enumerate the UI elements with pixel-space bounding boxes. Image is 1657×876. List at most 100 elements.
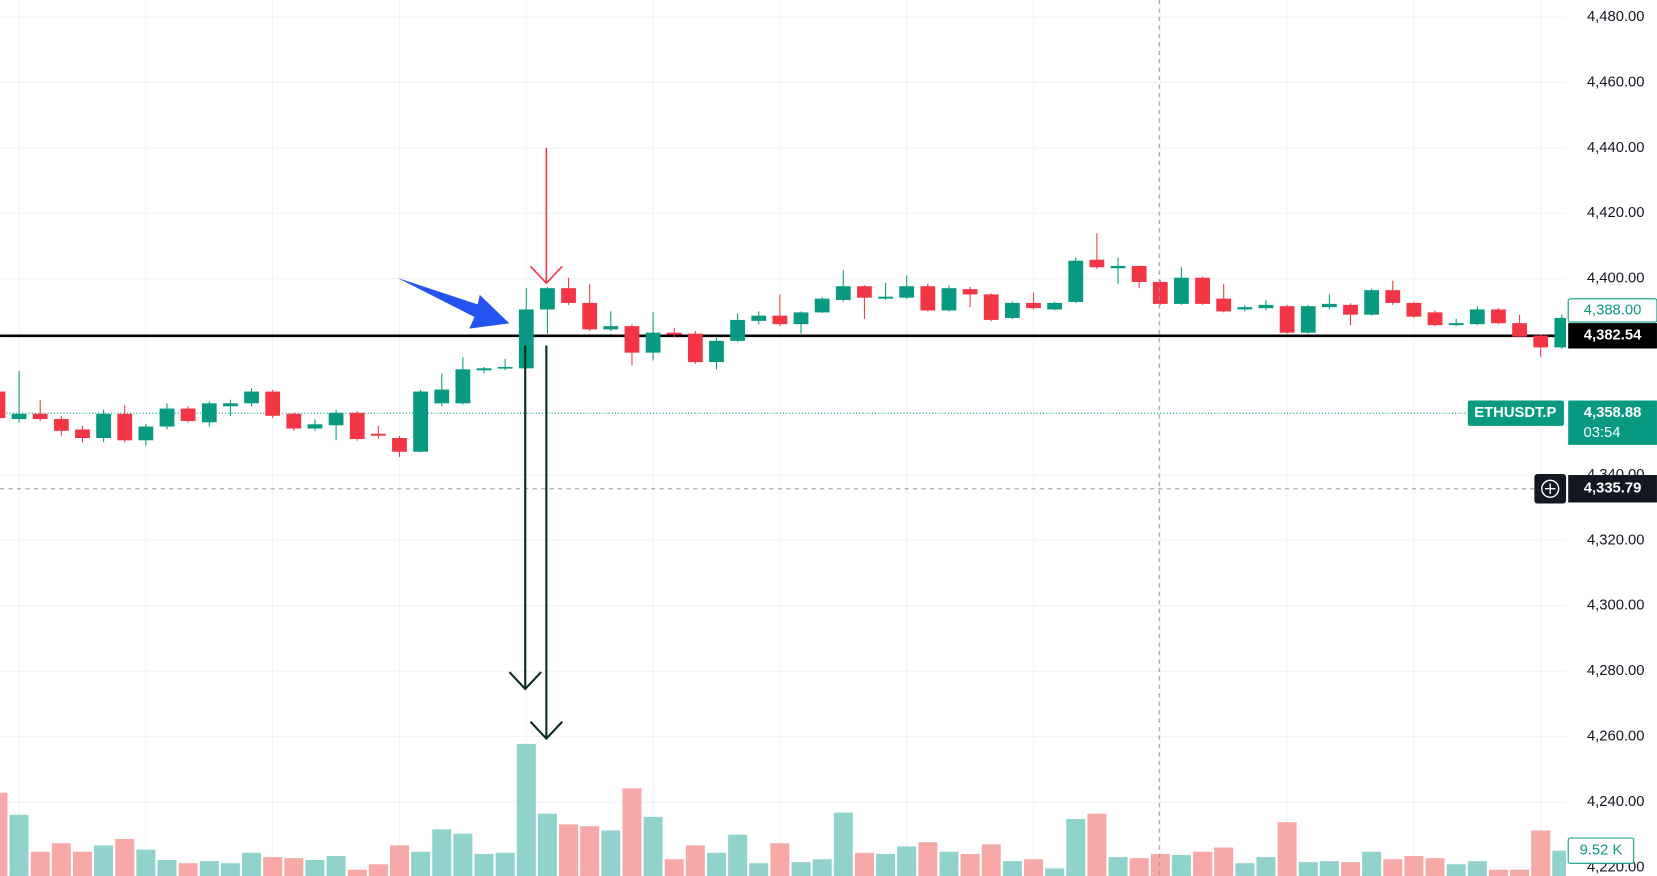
volume-bar: [411, 851, 431, 876]
y-tick-label: 4,260.00: [1587, 729, 1645, 745]
y-tick-label: 4,480.00: [1587, 9, 1645, 25]
volume-bar: [495, 852, 515, 876]
price-tag-text: 4,382.54: [1584, 328, 1642, 344]
candle-body: [1174, 277, 1189, 304]
candle-body: [1152, 281, 1168, 304]
price-tag-text: 4,388.00: [1584, 302, 1642, 318]
candle-body: [159, 408, 175, 427]
candle-body: [540, 288, 555, 310]
candle-body: [497, 367, 513, 369]
volume-bar: [326, 856, 346, 876]
candle-body: [1195, 277, 1210, 304]
volume-bar: [537, 813, 557, 876]
price-tags: 9.52 K 4,388.00 4,382.54 ETHUSDT.P 4,358.88 0…: [1467, 298, 1657, 864]
annotations: [397, 0, 1160, 876]
candle-body: [1004, 302, 1020, 318]
candle-body: [835, 286, 851, 300]
volume-bar: [305, 860, 325, 876]
y-tick-label: 4,300.00: [1587, 598, 1645, 614]
candles: [0, 233, 1570, 457]
candle-body: [920, 286, 936, 311]
volume-bar: [9, 814, 29, 876]
volume-bar: [51, 843, 71, 876]
candle-body: [1406, 302, 1422, 317]
volume-bar: [1383, 859, 1403, 876]
volume-bar: [791, 862, 811, 876]
price-tag-text: 4,335.79: [1584, 481, 1642, 497]
volume-bar: [1510, 869, 1530, 876]
symbol-tag: [1467, 400, 1564, 426]
candle-body: [518, 309, 534, 369]
volume-bar: [749, 863, 769, 876]
volume-bar: [1340, 862, 1361, 876]
candle-body: [434, 389, 450, 404]
volume-bar: [876, 853, 896, 876]
candle-body: [582, 302, 598, 330]
volume-bar: [199, 861, 219, 876]
candle-body: [413, 391, 429, 452]
candle-body: [244, 391, 259, 404]
candle-body: [1469, 309, 1485, 325]
volume-bar: [1235, 863, 1255, 876]
volume-bar: [897, 846, 917, 876]
volume-bar: [263, 857, 283, 876]
volume-bar: [685, 845, 705, 876]
volume-bar: [347, 869, 367, 876]
volume-bar: [1446, 864, 1466, 876]
volume-bar: [622, 788, 642, 876]
candle-body: [561, 288, 576, 303]
candle-body: [1448, 323, 1464, 326]
candle-body: [1258, 304, 1274, 309]
black-arrow-head: [529, 720, 563, 741]
y-tick-label: 4,440.00: [1587, 140, 1645, 156]
black-arrow-head: [508, 671, 542, 691]
candle-body: [1089, 259, 1105, 268]
candle-body: [1237, 307, 1253, 310]
volume-bar: [1319, 861, 1339, 876]
blue-arrow: [397, 277, 510, 329]
candle-body: [1068, 260, 1084, 302]
candle-body: [1131, 265, 1147, 282]
volume-bar: [981, 844, 1001, 876]
volume-bar: [1488, 869, 1508, 876]
candle-body: [349, 412, 365, 439]
volume-bar: [284, 858, 304, 876]
candle-body: [117, 413, 133, 441]
volume-bar: [516, 743, 536, 876]
candle-body: [1026, 302, 1041, 309]
price-tag: [1568, 474, 1657, 503]
volume-bar: [664, 859, 684, 876]
candle-body: [687, 333, 703, 363]
candle-body: [0, 391, 6, 419]
volume-bar: [368, 864, 388, 876]
candle-body: [878, 296, 893, 299]
price-tag: [1568, 400, 1657, 445]
candle-body: [962, 289, 978, 295]
candle-body: [286, 413, 302, 429]
candle-body: [1554, 317, 1570, 348]
candle-body: [53, 419, 69, 431]
volume-bar: [1193, 851, 1213, 876]
volume-bar: [1214, 847, 1234, 876]
volume-bar: [728, 834, 748, 876]
candle-body: [75, 429, 90, 438]
volume-bar: [1087, 813, 1107, 876]
candle-body: [1321, 303, 1337, 308]
volume-bar: [918, 842, 938, 876]
volume-bar: [960, 853, 980, 876]
volume-bar: [770, 843, 790, 876]
volume-bar: [939, 851, 959, 876]
candle-body: [328, 412, 344, 426]
volume-bar: [474, 853, 494, 876]
candle-body: [899, 286, 915, 298]
volume-bar: [1023, 859, 1044, 876]
volume-bar: [220, 863, 240, 876]
candle-body: [1279, 306, 1295, 333]
volume-bar: [1256, 857, 1276, 876]
volume-tag: [1567, 837, 1635, 864]
volume-bar: [157, 860, 177, 876]
volume-bar: [580, 826, 600, 876]
volume-bar: [601, 830, 621, 876]
